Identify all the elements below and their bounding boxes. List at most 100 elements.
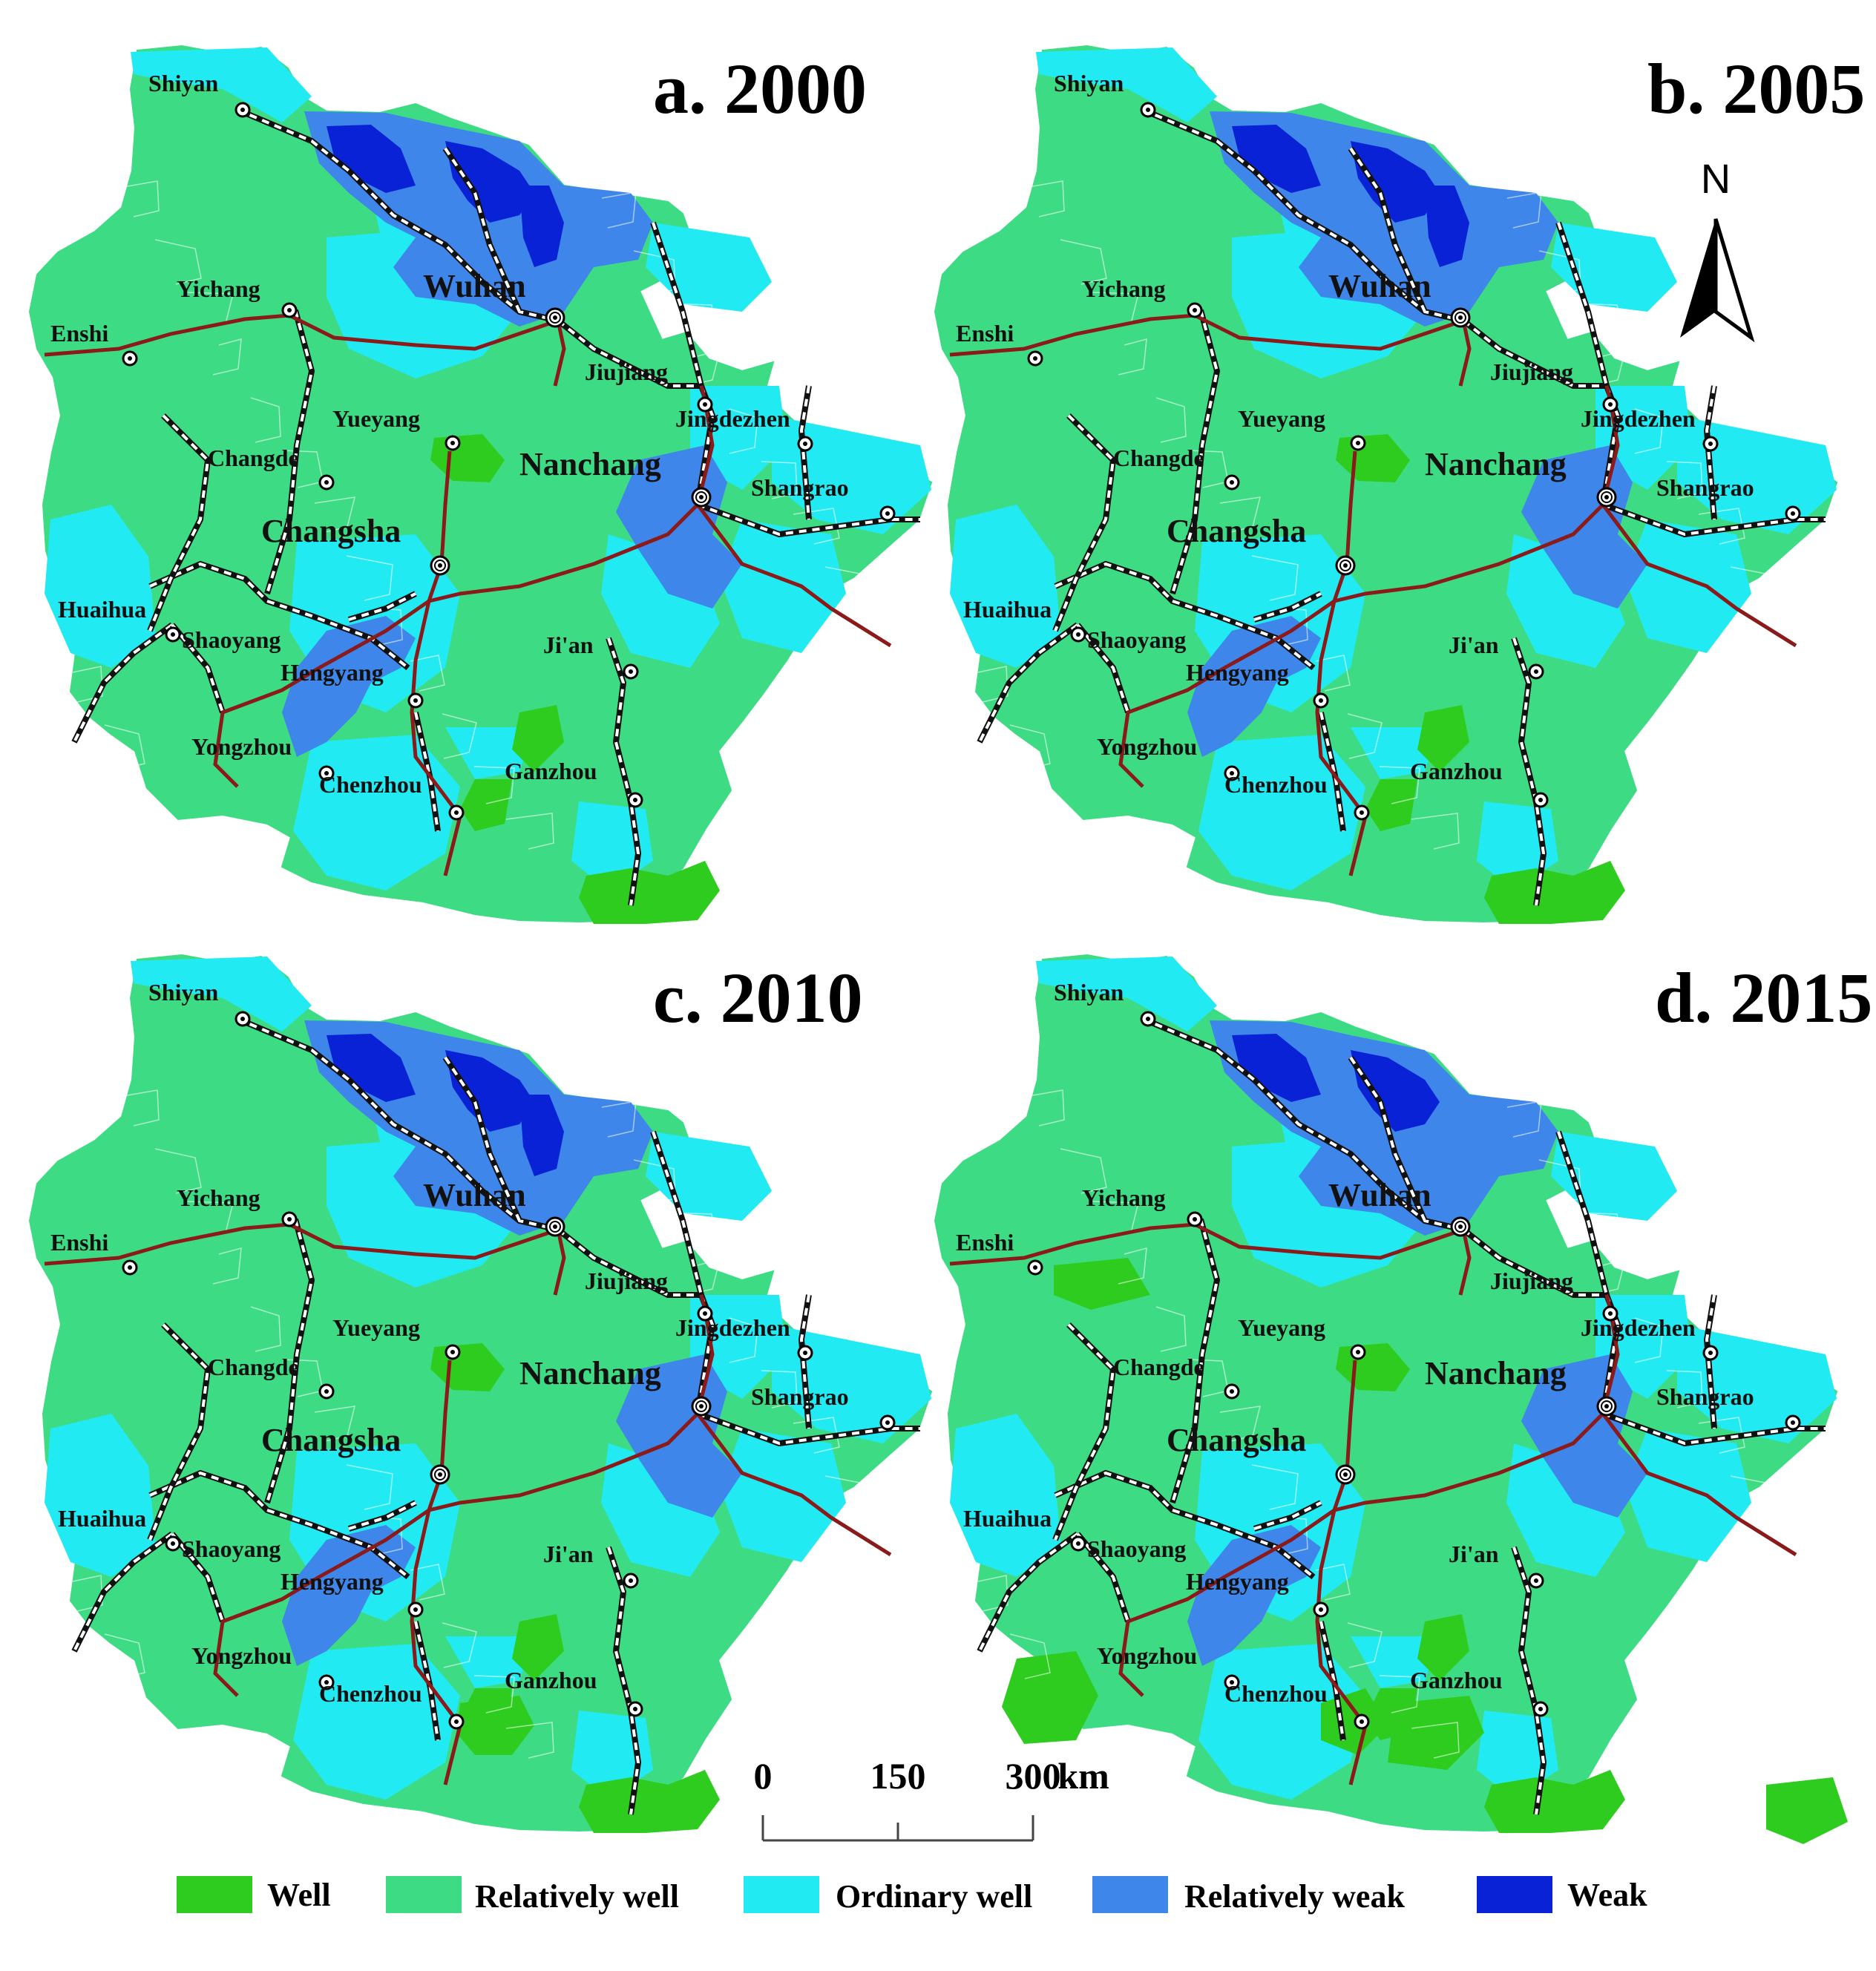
city-label-yongzhou: Yongzhou xyxy=(1097,733,1197,760)
high-speed-rail-line xyxy=(695,385,715,505)
high-speed-rail-line xyxy=(1118,1508,1336,1697)
city-label-yueyang: Yueyang xyxy=(1238,1314,1325,1341)
city-label-jian: Ji'an xyxy=(543,1541,594,1567)
zone-relatively-weak xyxy=(282,616,416,757)
city-label-yongzhou: Yongzhou xyxy=(191,1642,292,1669)
zone-ordinary-well xyxy=(131,47,312,122)
zone-well xyxy=(1054,1258,1150,1310)
city-label-yongzhou: Yongzhou xyxy=(1097,1642,1197,1669)
city-label-shaoyang: Shaoyang xyxy=(1087,626,1186,653)
zone-ordinary-well xyxy=(1551,1132,1677,1221)
city-label-nanchang: Nanchang xyxy=(1425,1355,1567,1391)
high-speed-rail-line xyxy=(1334,503,1604,603)
city-label-huaihua: Huaihua xyxy=(963,1505,1052,1532)
legend-swatch-relatively-weak xyxy=(1092,1876,1168,1913)
zone-well xyxy=(512,705,564,772)
high-speed-rail-line xyxy=(428,1412,699,1512)
city-label-jingdezhen: Jingdezhen xyxy=(675,405,790,432)
high-speed-rail-line xyxy=(1458,1229,1472,1296)
city-label-wuhan: Wuhan xyxy=(1328,1177,1431,1213)
scale-tick-300: 300 xyxy=(1006,1755,1061,1797)
city-label-changde: Changde xyxy=(1113,445,1204,471)
zone-weak xyxy=(327,125,416,193)
zone-ordinary-well xyxy=(1351,1636,1440,1688)
railway-line xyxy=(1253,1500,1322,1532)
city-label-shangrao: Shangrao xyxy=(751,474,849,501)
city-label-chenzhou: Chenzhou xyxy=(319,1680,422,1707)
high-speed-rail-line xyxy=(1458,320,1472,387)
zone-well xyxy=(1766,1777,1848,1844)
railway-line xyxy=(347,1500,417,1532)
high-speed-rail-line xyxy=(696,1412,892,1557)
zone-weak xyxy=(1425,186,1469,267)
scale-tick-150: 150 xyxy=(870,1755,926,1797)
map-panel-3: c. 2010 Shiyan Yichang Enshi Wuhan Jiujiang Yu… xyxy=(28,954,933,1833)
city-label-ganzhou: Ganzhou xyxy=(1410,758,1502,784)
high-speed-rail-line xyxy=(410,450,462,876)
city-label-chenzhou: Chenzhou xyxy=(1224,771,1328,798)
city-label-changsha: Changsha xyxy=(261,513,401,549)
city-label-jingdezhen: Jingdezhen xyxy=(675,1314,790,1341)
zone-well xyxy=(579,1770,720,1833)
high-speed-rail-line xyxy=(695,1294,715,1414)
city-label-shangrao: Shangrao xyxy=(1656,1383,1754,1410)
high-speed-rail-line xyxy=(1334,1412,1604,1512)
zone-ordinary-well xyxy=(950,1414,1061,1577)
city-label-yichang: Yichang xyxy=(1082,275,1166,302)
city-label-changsha: Changsha xyxy=(261,1422,401,1458)
map-panel-1: a. 2000 Shiyan Yichang Enshi Wuhan Jiujiang Yu… xyxy=(28,45,933,924)
city-label-chenzhou: Chenzhou xyxy=(1224,1680,1328,1707)
zone-weak xyxy=(445,1050,534,1132)
legend-label-relatively-well: Relatively well xyxy=(475,1878,679,1915)
zone-ordinary-well xyxy=(293,735,460,891)
zone-well xyxy=(512,1614,564,1681)
zone-relatively-weak xyxy=(616,445,742,609)
north-arrow-icon: N xyxy=(1680,155,1755,343)
railway-line xyxy=(347,591,417,623)
zone-ordinary-well xyxy=(293,1644,460,1800)
city-label-wuhan: Wuhan xyxy=(423,1177,526,1213)
legend: Well Relatively well Ordinary well Relat… xyxy=(177,1876,1647,1915)
city-label-nanchang: Nanchang xyxy=(519,446,661,482)
high-speed-rail-line xyxy=(696,503,892,648)
high-speed-rail-line xyxy=(1601,1294,1620,1414)
zone-ordinary-well xyxy=(1625,1429,1751,1562)
city-label-shangrao: Shangrao xyxy=(751,1383,849,1410)
city-label-yichang: Yichang xyxy=(1082,1184,1166,1211)
zone-relatively-weak xyxy=(1187,616,1321,757)
zone-ordinary-well xyxy=(45,1414,156,1577)
city-label-shangrao: Shangrao xyxy=(1656,474,1754,501)
city-label-shiyan: Shiyan xyxy=(148,979,218,1006)
city-label-enshi: Enshi xyxy=(956,1229,1014,1256)
legend-swatch-well xyxy=(177,1876,252,1913)
city-label-nanchang: Nanchang xyxy=(1425,446,1567,482)
zone-ordinary-well xyxy=(445,727,534,779)
railway-line xyxy=(1253,591,1322,623)
high-speed-rail-line xyxy=(213,599,430,788)
city-label-shiyan: Shiyan xyxy=(148,70,218,96)
high-speed-rail-line xyxy=(1315,1360,1368,1785)
city-label-yueyang: Yueyang xyxy=(1238,405,1325,432)
zone-ordinary-well xyxy=(950,505,1061,668)
legend-swatch-ordinary-well xyxy=(744,1876,819,1913)
city-label-enshi: Enshi xyxy=(956,320,1014,347)
city-label-ganzhou: Ganzhou xyxy=(505,1667,597,1693)
zone-ordinary-well xyxy=(720,1429,846,1562)
city-label-nanchang: Nanchang xyxy=(519,1355,661,1391)
zone-well xyxy=(1484,1770,1625,1833)
high-speed-rail-line xyxy=(428,503,699,603)
panel-title: a. 2000 xyxy=(653,49,867,128)
city-label-ganzhou: Ganzhou xyxy=(505,758,597,784)
high-speed-rail-line xyxy=(213,1508,430,1697)
zone-relatively-weak xyxy=(616,1354,742,1518)
zone-well xyxy=(1388,1696,1484,1770)
high-speed-rail-line xyxy=(553,1229,566,1296)
city-label-yongzhou: Yongzhou xyxy=(191,733,292,760)
zone-weak xyxy=(445,141,534,223)
scale-bar: 0 150 300 km xyxy=(754,1755,1109,1842)
zone-well xyxy=(1002,1651,1098,1744)
legend-label-ordinary-well: Ordinary well xyxy=(836,1878,1032,1915)
city-label-yueyang: Yueyang xyxy=(332,405,420,432)
city-label-changde: Changde xyxy=(208,445,299,471)
city-label-wuhan: Wuhan xyxy=(1328,268,1431,304)
